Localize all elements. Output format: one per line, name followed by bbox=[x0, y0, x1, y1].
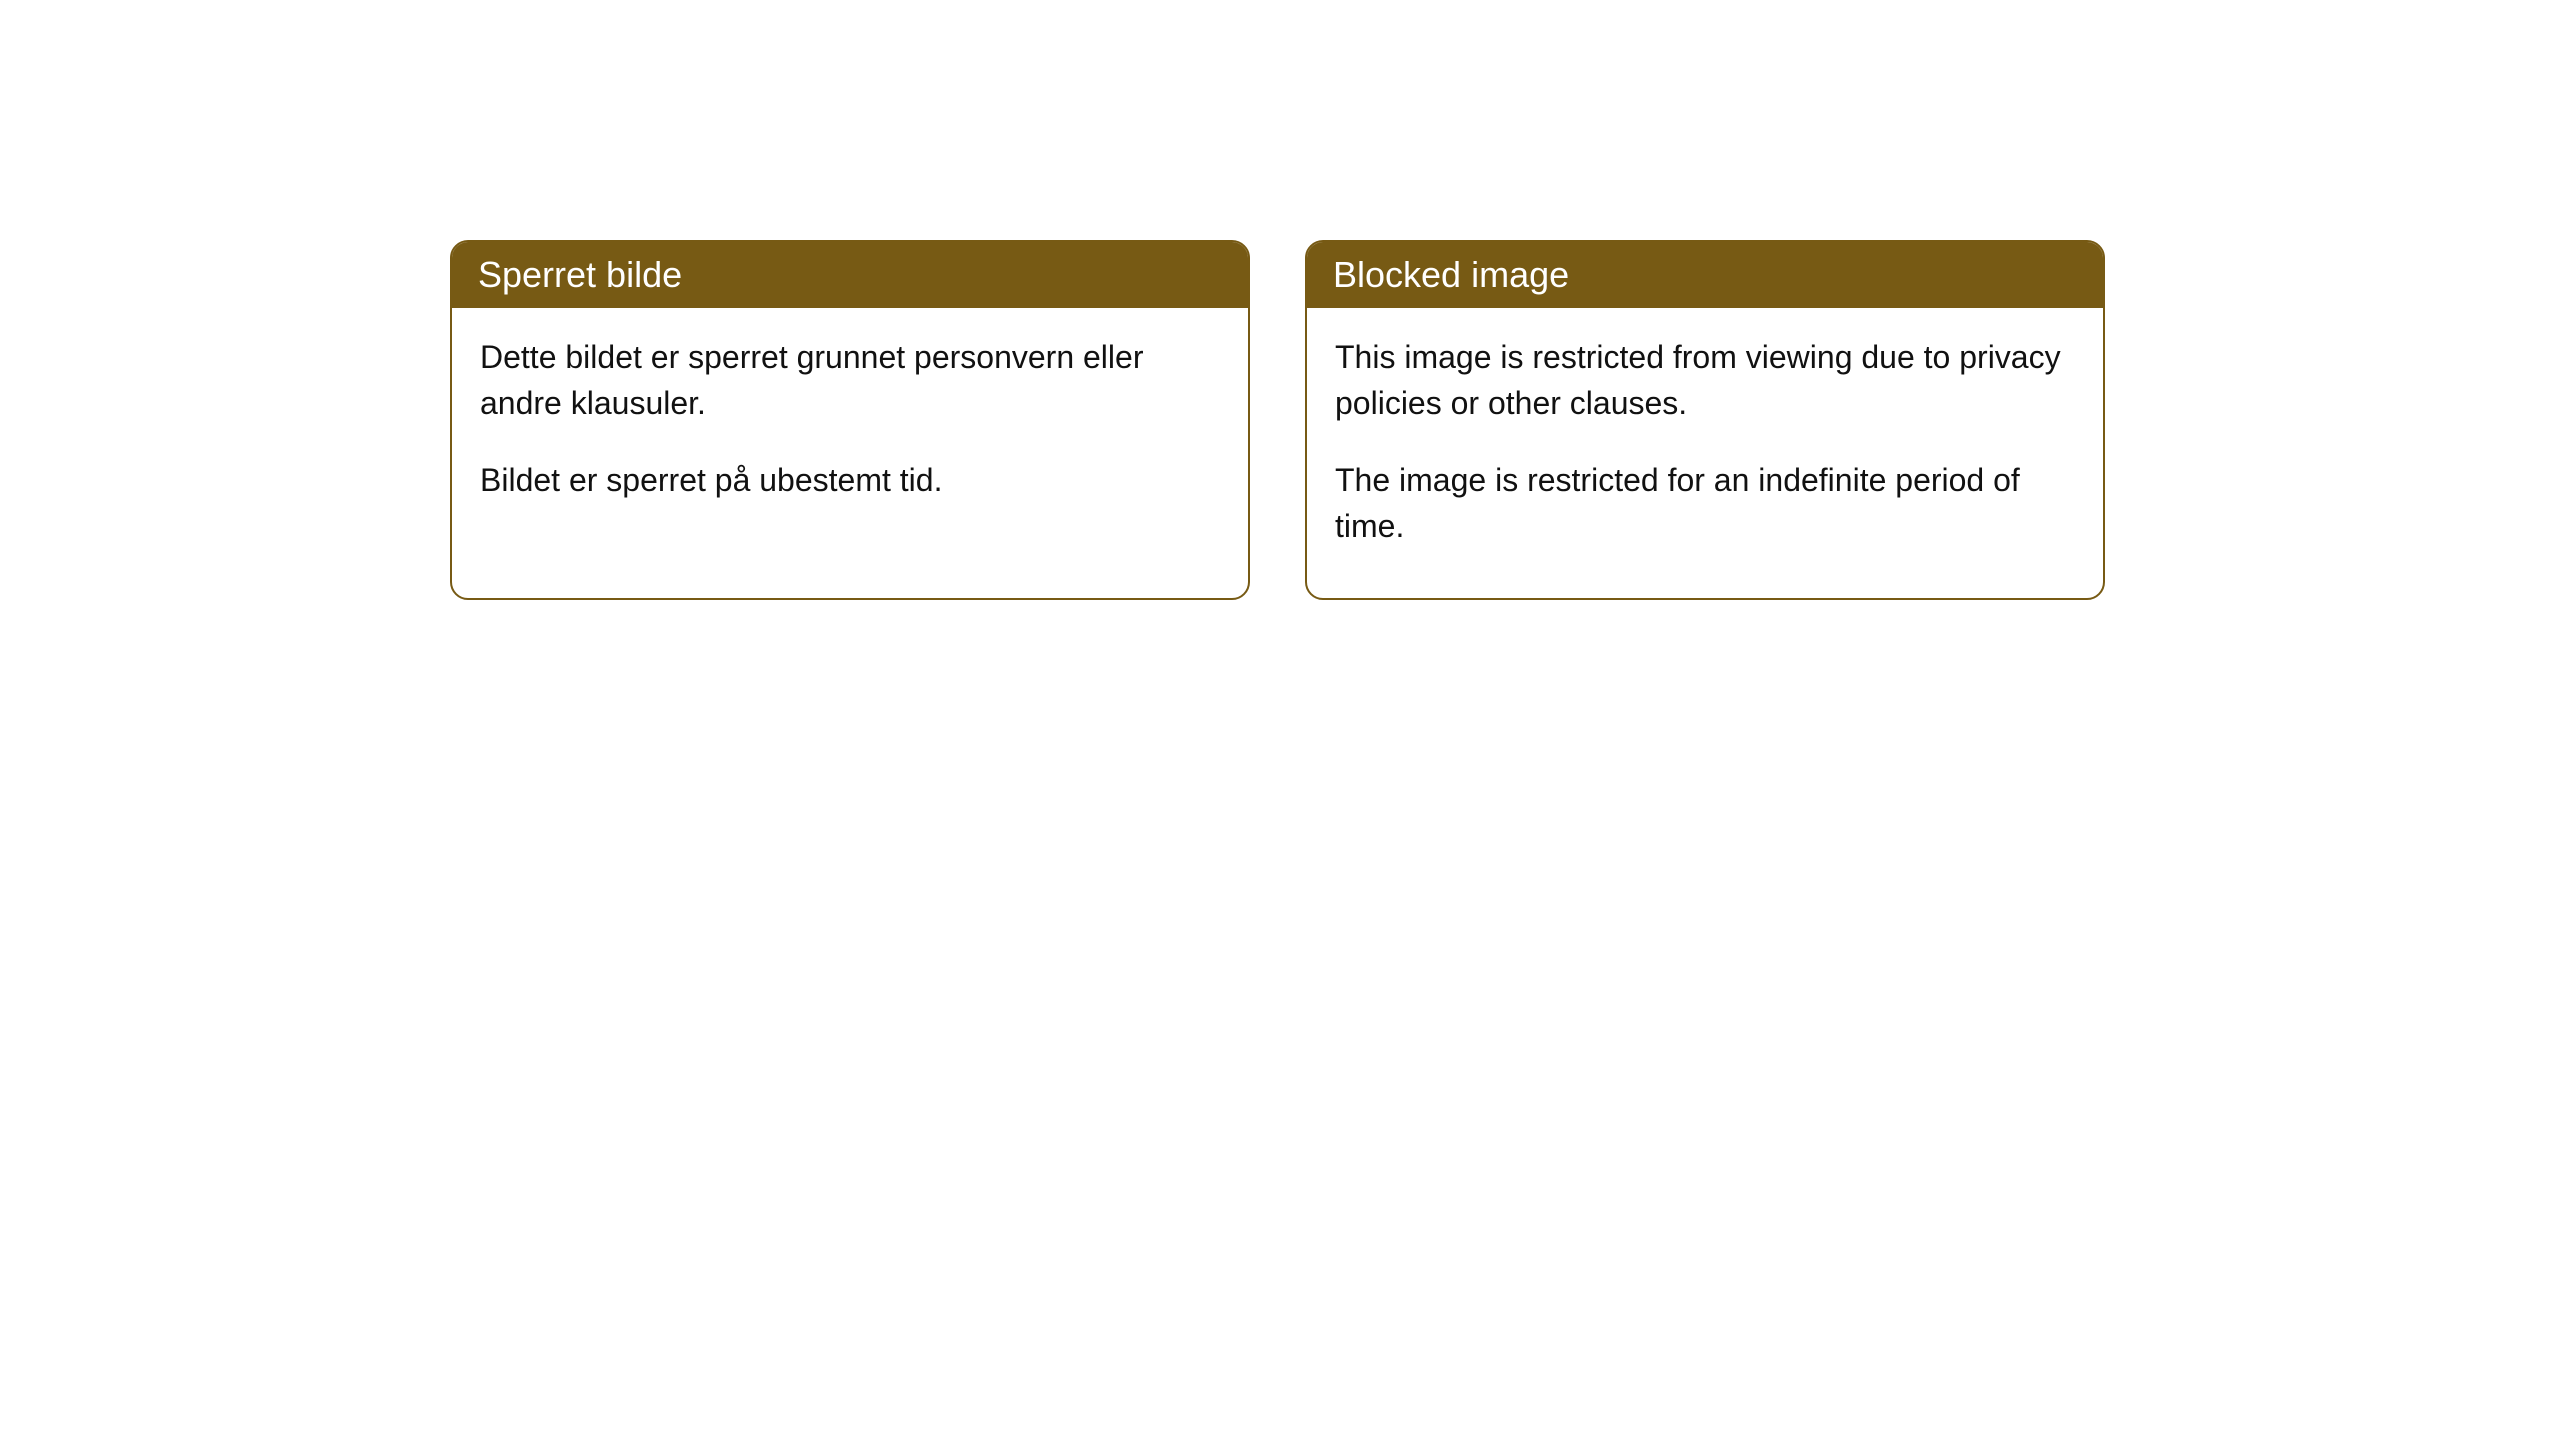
card-english: Blocked image This image is restricted f… bbox=[1305, 240, 2105, 600]
card-container: Sperret bilde Dette bildet er sperret gr… bbox=[450, 240, 2560, 600]
card-norwegian: Sperret bilde Dette bildet er sperret gr… bbox=[450, 240, 1250, 600]
card-body-english: This image is restricted from viewing du… bbox=[1307, 308, 2103, 598]
card-text-line1: This image is restricted from viewing du… bbox=[1335, 334, 2075, 427]
card-text-line1: Dette bildet er sperret grunnet personve… bbox=[480, 334, 1220, 427]
card-header-norwegian: Sperret bilde bbox=[452, 242, 1248, 308]
card-text-line2: Bildet er sperret på ubestemt tid. bbox=[480, 457, 1220, 503]
card-body-norwegian: Dette bildet er sperret grunnet personve… bbox=[452, 308, 1248, 551]
card-header-english: Blocked image bbox=[1307, 242, 2103, 308]
card-text-line2: The image is restricted for an indefinit… bbox=[1335, 457, 2075, 550]
